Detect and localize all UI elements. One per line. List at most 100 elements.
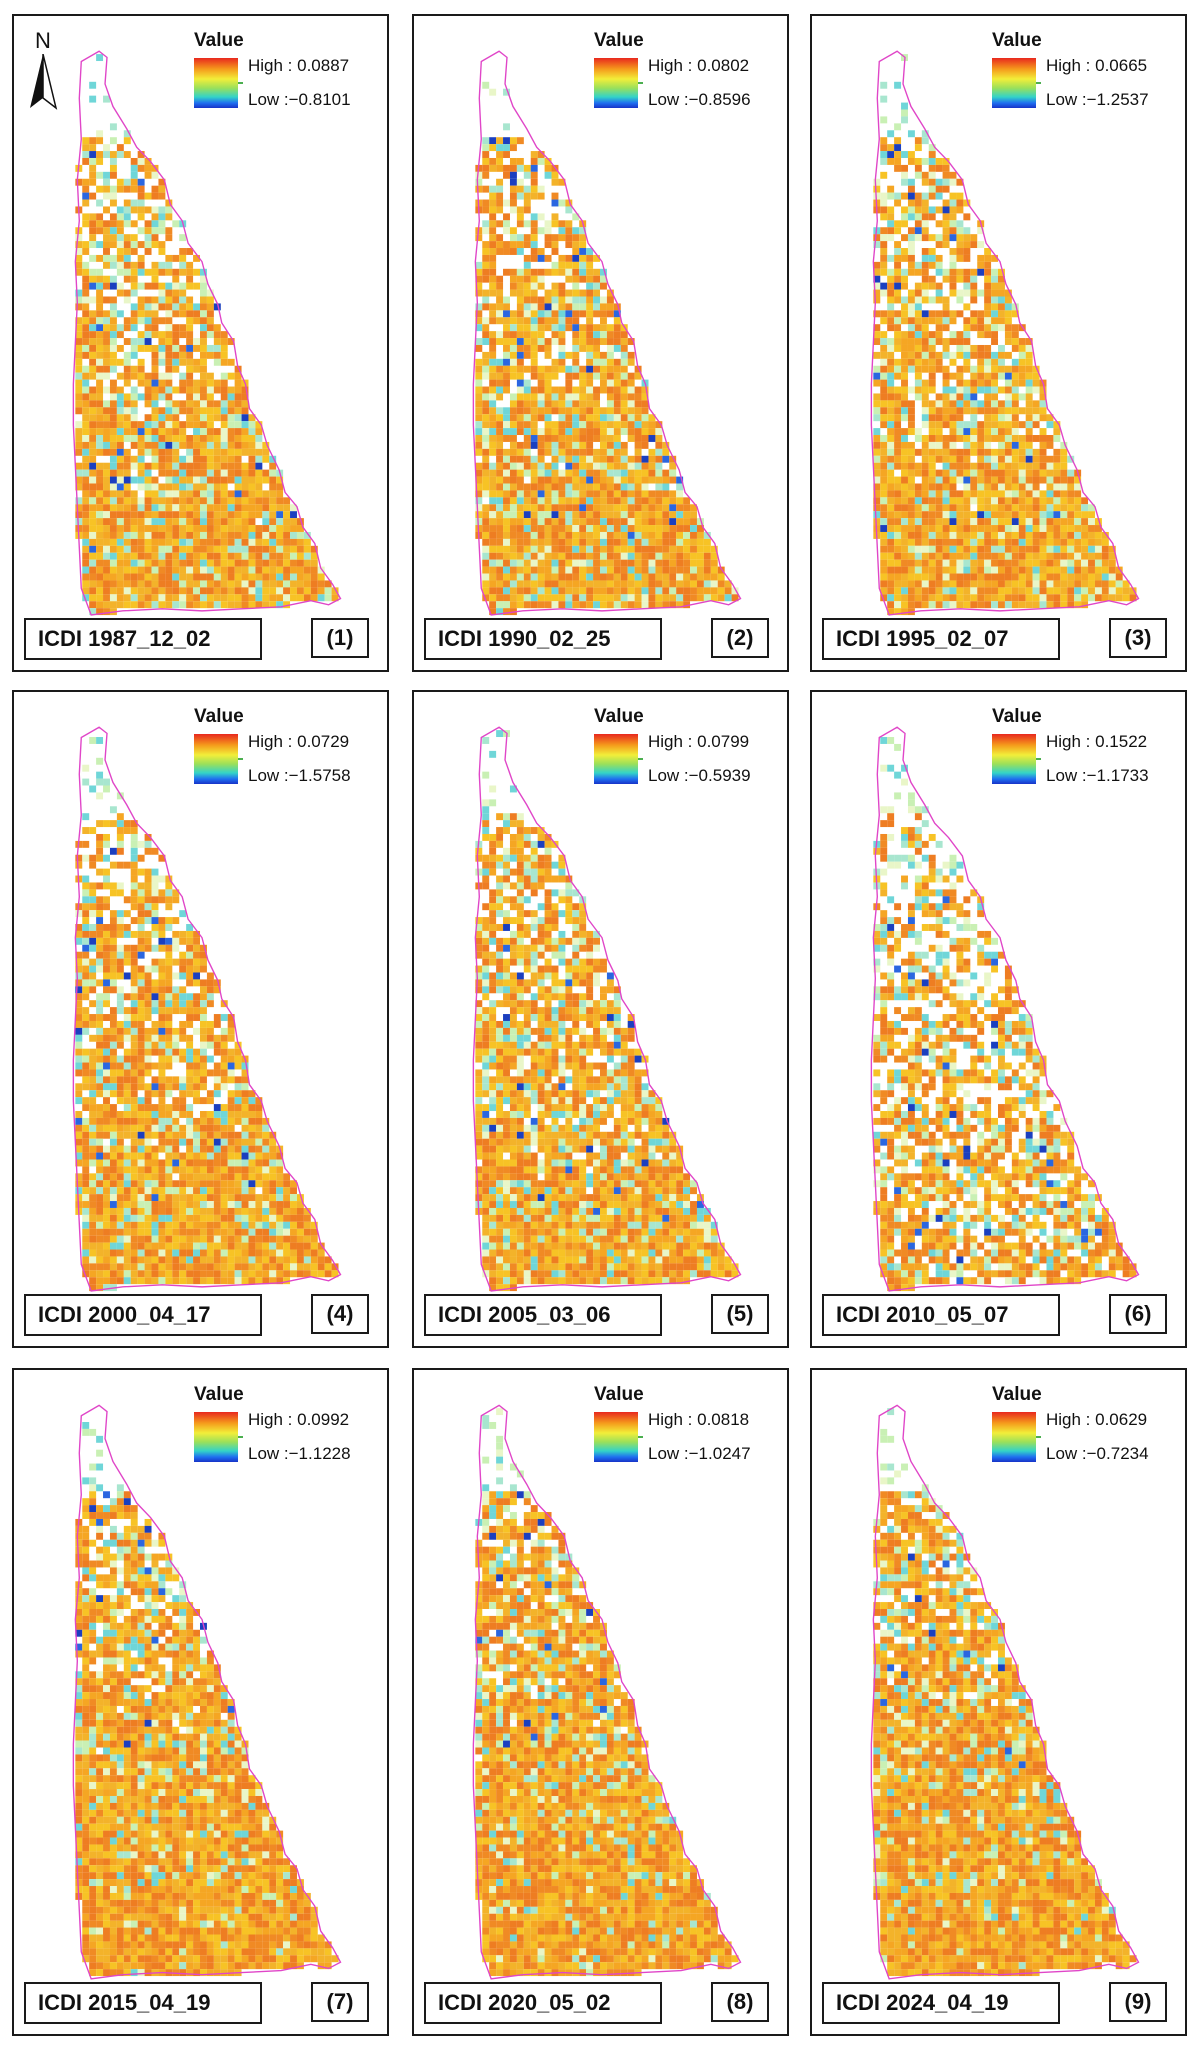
raster-cell [586,573,594,581]
map-panel-1: N Value High : 0.0887 Low :−0.8101 ICDI … [12,14,389,672]
raster-cell [262,448,270,456]
raster-cell [200,1055,207,1063]
raster-cell [593,421,601,429]
raster-cell [914,573,922,581]
raster-cell [544,490,552,498]
raster-cell [613,338,621,345]
raster-cell [970,324,978,332]
raster-cell [144,993,152,1001]
raster-cell [310,552,318,560]
raster-cell [130,365,138,373]
raster-cell [544,407,552,415]
raster-cell [579,407,587,415]
raster-cell [137,1034,145,1042]
raster-cell [151,587,159,595]
raster-cell [1004,525,1012,532]
raster-cell [600,518,607,526]
raster-cell [641,573,649,581]
raster-cell [620,538,628,546]
legend-color-ramp [992,58,1036,108]
raster-cell [89,889,97,897]
raster-cell [887,289,895,297]
raster-cell [655,448,663,456]
raster-cell [96,227,104,235]
raster-cell [137,213,145,221]
raster-cell [116,227,124,235]
raster-cell [283,573,291,581]
raster-cell [96,1090,104,1098]
raster-cell [193,254,201,262]
raster-cell [179,358,187,366]
raster-cell [579,531,587,539]
raster-cell [669,531,677,539]
raster-cell [669,476,677,484]
raster-cell [907,289,915,297]
raster-cell [158,930,166,938]
raster-cell [613,587,621,595]
raster-cell [116,220,124,228]
raster-cell [137,178,145,186]
raster-cell [991,365,999,373]
raster-cell [186,365,194,373]
raster-cell [96,310,104,318]
raster-cell [186,538,194,546]
raster-cell [873,455,881,463]
raster-cell [1074,552,1082,560]
raster-cell [130,566,138,574]
raster-cell [186,358,194,366]
raster-cell [984,428,992,436]
raster-cell [676,511,684,519]
raster-cell [220,1055,228,1063]
raster-cell [600,587,607,595]
raster-cell [255,573,263,581]
raster-cell [1067,566,1075,574]
raster-cell [103,310,110,318]
raster-cell [489,227,497,235]
raster-cell [248,525,256,532]
raster-cell [130,882,138,890]
raster-cell [935,483,943,491]
raster-cell [89,511,97,519]
raster-cell [949,573,957,581]
raster-cell [1046,504,1054,512]
raster-cell [991,379,999,387]
map-title: ICDI 1990_02_25 [424,618,662,660]
raster-cell [956,254,964,262]
raster-cell [1060,469,1068,477]
raster-cell [165,511,173,519]
raster-cell [1053,518,1061,526]
raster-cell [82,504,90,512]
raster-cell [894,497,902,505]
raster-cell [921,268,929,276]
raster-cell [901,171,908,179]
raster-cell [579,525,587,532]
raster-cell [551,531,559,539]
raster-cell [662,559,670,567]
raster-cell [165,213,173,221]
raster-cell [151,317,159,325]
raster-cell [151,924,159,931]
raster-cell [984,386,992,394]
raster-cell [137,924,145,931]
raster-cell [165,552,173,560]
raster-cell [935,455,943,463]
raster-cell [914,157,922,165]
raster-cell [935,545,943,553]
raster-cell [151,1000,159,1008]
raster-cell [523,511,531,519]
raster-cell [269,573,277,581]
raster-cell [82,1076,90,1084]
raster-cell [193,386,201,394]
raster-cell [600,386,607,394]
raster-cell [109,164,117,172]
raster-cell [482,338,490,345]
raster-cell [963,455,971,463]
raster-cell [894,448,902,456]
raster-cell [290,580,297,588]
raster-cell [1011,587,1019,595]
raster-cell [977,379,985,387]
raster-cell [475,511,483,519]
raster-cell [489,587,497,595]
raster-cell [949,234,957,242]
raster-cell [123,827,131,834]
